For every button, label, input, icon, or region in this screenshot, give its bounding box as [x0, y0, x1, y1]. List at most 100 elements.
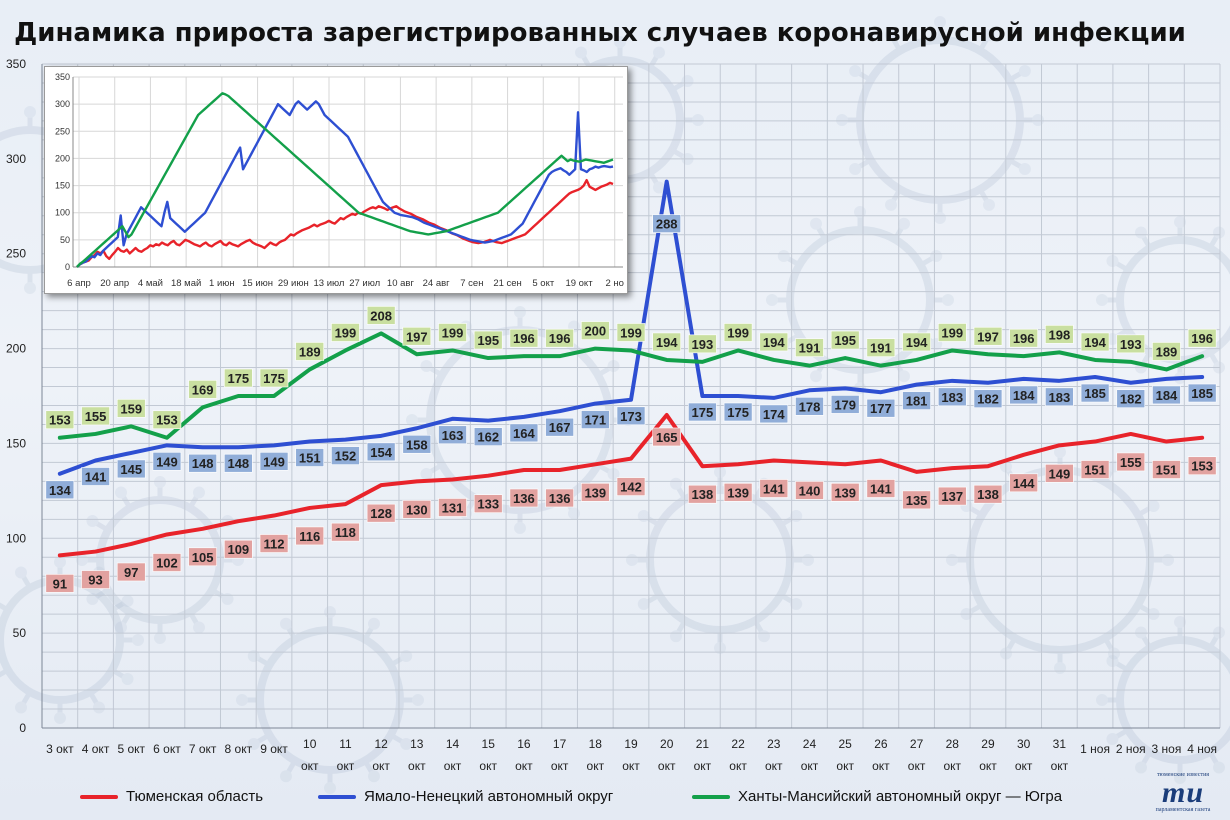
series-line-red	[57, 412, 1205, 558]
data-label-box	[295, 342, 325, 361]
data-label-box	[1080, 383, 1110, 403]
virus-spike-tip	[934, 212, 946, 224]
x-tick-label: 8 окт	[225, 742, 253, 756]
virus-spike	[888, 33, 903, 52]
virus-spike	[18, 690, 33, 709]
virus-spike-tip	[983, 29, 995, 42]
data-label: 175	[727, 405, 749, 420]
x-tick-label: 9 окт	[260, 742, 288, 756]
data-label-box	[81, 570, 110, 589]
virus-spike-tip	[121, 595, 134, 607]
data-label: 152	[335, 449, 357, 464]
virus-spike	[779, 592, 798, 607]
inset-x-tick-label: 7 сен	[460, 278, 483, 289]
data-label: 93	[88, 573, 102, 588]
data-label: 194	[763, 335, 785, 350]
data-label: 159	[120, 401, 142, 416]
data-label-box	[616, 406, 646, 426]
virus-spike-tip	[406, 414, 418, 426]
data-label-box	[1152, 460, 1181, 479]
x-tick-label: окт	[658, 759, 676, 773]
x-tick-label: окт	[622, 759, 640, 773]
data-label-box	[509, 423, 539, 443]
virus-spike-tip	[942, 294, 954, 306]
data-label-box	[830, 395, 860, 414]
data-label: 149	[156, 454, 178, 469]
virus-spike-tip	[280, 617, 292, 630]
virus-motif	[236, 606, 424, 794]
virus-spike-tip	[400, 650, 413, 662]
data-label: 155	[85, 409, 107, 424]
data-label: 135	[906, 493, 928, 508]
data-label: 137	[941, 489, 963, 504]
data-label: 194	[1084, 335, 1106, 350]
x-tick-label: 11	[339, 737, 352, 751]
virus-spike	[0, 602, 10, 613]
inset-x-tick-label: 27 июл	[349, 278, 380, 289]
virus-spike-tip	[1174, 772, 1186, 784]
data-label-box	[188, 547, 217, 567]
virus-spike	[1111, 727, 1130, 742]
virus-spike-tip	[154, 476, 166, 488]
legend-item-tyumen: Тюменская область	[80, 788, 263, 805]
virus-spike	[1111, 327, 1130, 342]
data-label-box	[616, 323, 646, 342]
data-label: 138	[977, 487, 999, 502]
data-label: 151	[299, 451, 321, 466]
x-tick-label: окт	[979, 759, 997, 773]
virus-spike	[779, 513, 798, 528]
x-tick-label: 4 окт	[82, 742, 110, 756]
virus-spike-tip	[86, 515, 99, 527]
data-label-box	[116, 562, 146, 582]
virus-spike-tip	[193, 486, 205, 499]
inset-x-tick-label: 29 июн	[278, 278, 309, 289]
logo-top-text: тюменские известия	[1156, 772, 1210, 778]
x-tick-label: окт	[372, 759, 390, 773]
data-label-box	[652, 214, 681, 233]
virus-spike	[389, 732, 408, 747]
inset-x-tick-label: 1 июн	[209, 278, 235, 289]
data-label: 175	[692, 405, 714, 420]
virus-spike	[578, 51, 593, 70]
x-tick-label: 2 ноя	[1116, 742, 1146, 756]
data-label-box	[116, 459, 146, 479]
virus-spike-tip	[280, 770, 292, 783]
data-label-box	[259, 452, 289, 471]
legend-label: Ямало-Ненецкий автономный округ	[364, 788, 614, 805]
virus-motif	[836, 16, 1044, 224]
virus-spike	[91, 518, 110, 533]
virus-spike-tip	[115, 486, 127, 499]
virus-spike-tip	[1108, 647, 1120, 660]
y-tick-label: 0	[19, 721, 26, 735]
inset-series-line-green	[76, 92, 614, 268]
data-label: 91	[53, 576, 67, 591]
inset-x-tick-label: 10 авг	[387, 278, 415, 289]
data-label: 148	[192, 456, 214, 471]
data-label-box	[1116, 452, 1146, 472]
virus-spike-tip	[236, 694, 248, 706]
x-tick-label: окт	[1015, 759, 1033, 773]
virus-spike-tip	[653, 46, 665, 59]
data-label: 136	[513, 491, 535, 506]
data-label: 165	[656, 430, 678, 445]
data-label-box	[937, 387, 967, 407]
data-label-box	[331, 323, 360, 342]
data-label: 191	[870, 341, 892, 356]
virus-spike-tip	[1147, 500, 1160, 512]
data-label-box	[759, 332, 789, 352]
legend-swatch-green	[692, 794, 730, 799]
data-label-box	[1009, 473, 1038, 493]
data-label: 198	[1049, 327, 1071, 342]
data-label-box	[688, 484, 717, 504]
virus-spike	[1207, 750, 1222, 769]
x-tick-label: окт	[729, 759, 747, 773]
virus-spike-tip	[1106, 733, 1119, 745]
inset-y-tick-label: 250	[55, 126, 70, 136]
virus-spike-tip	[24, 282, 36, 294]
data-label-box	[438, 498, 467, 517]
virus-spike-tip	[614, 36, 626, 48]
data-label-box	[152, 553, 182, 572]
inset-y-tick-label: 150	[55, 181, 70, 191]
virus-spike	[642, 513, 661, 528]
